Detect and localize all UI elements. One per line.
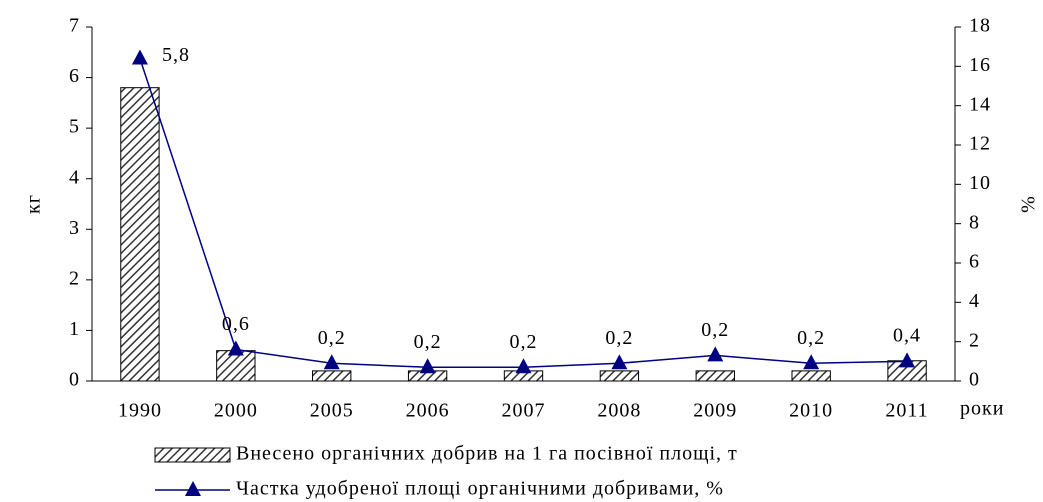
legend-label: Частка удобреної площі органічними добри… — [236, 478, 724, 500]
y-tick-label: 1 — [69, 318, 80, 340]
y-tick-label: 2 — [69, 267, 80, 289]
bar — [695, 370, 735, 382]
y2-tick-label: 0 — [969, 369, 980, 391]
data-label: 0,4 — [893, 324, 921, 346]
x-tick-label: 2008 — [597, 400, 641, 422]
x-tick-label: 2005 — [310, 400, 354, 422]
bar — [599, 370, 640, 382]
y-tick-label: 7 — [69, 15, 80, 37]
y-axis-label: кг — [23, 194, 45, 214]
y2-tick-label: 16 — [969, 54, 991, 76]
y2-tick-label: 14 — [969, 93, 991, 115]
marker — [899, 352, 916, 368]
y-tick-label: 0 — [69, 369, 80, 391]
x-tick-label: 2007 — [502, 400, 546, 422]
y2-tick-label: 10 — [969, 172, 991, 194]
marker — [419, 358, 436, 374]
x-tick-label: 2006 — [406, 400, 450, 422]
y2-tick-label: 18 — [969, 15, 991, 37]
x-tick-label: 2009 — [693, 400, 737, 422]
x-tick-label: 2011 — [885, 400, 928, 422]
marker — [803, 354, 820, 370]
bar — [120, 87, 160, 382]
y2-axis-label: % — [1018, 195, 1040, 213]
y2-tick-label: 2 — [969, 329, 980, 351]
y2-tick-label: 12 — [969, 133, 991, 155]
data-label: 0,2 — [510, 331, 538, 353]
legend-swatch — [154, 447, 231, 463]
data-label: 0,2 — [318, 327, 346, 349]
y-tick-label: 3 — [69, 217, 80, 239]
y2-tick-label: 4 — [969, 290, 980, 312]
x-tick-label: 2010 — [789, 400, 833, 422]
x-axis-label: роки — [960, 398, 1004, 420]
marker — [707, 346, 724, 362]
x-tick-label: 2000 — [214, 400, 258, 422]
data-label: 5,8 — [162, 44, 190, 66]
x-tick-label: 1990 — [118, 400, 162, 422]
marker — [323, 354, 340, 370]
y2-tick-label: 6 — [969, 251, 980, 273]
data-label: 0,6 — [222, 313, 250, 335]
data-label: 0,2 — [605, 327, 633, 349]
line — [139, 58, 908, 368]
marker — [227, 340, 244, 356]
marker — [131, 49, 148, 65]
y2-tick-label: 8 — [969, 211, 980, 233]
legend-marker — [185, 481, 201, 496]
data-label: 0,2 — [414, 331, 442, 353]
y-tick-label: 4 — [69, 166, 80, 188]
bar — [791, 370, 831, 382]
data-label: 0,2 — [701, 319, 729, 341]
bar — [312, 370, 352, 382]
marker — [611, 354, 628, 370]
y-tick-label: 5 — [69, 116, 80, 138]
legend-label: Внесено органічних добрив на 1 га посівн… — [236, 443, 738, 465]
data-label: 0,2 — [797, 327, 825, 349]
y-tick-label: 6 — [69, 65, 80, 87]
marker — [515, 358, 532, 374]
